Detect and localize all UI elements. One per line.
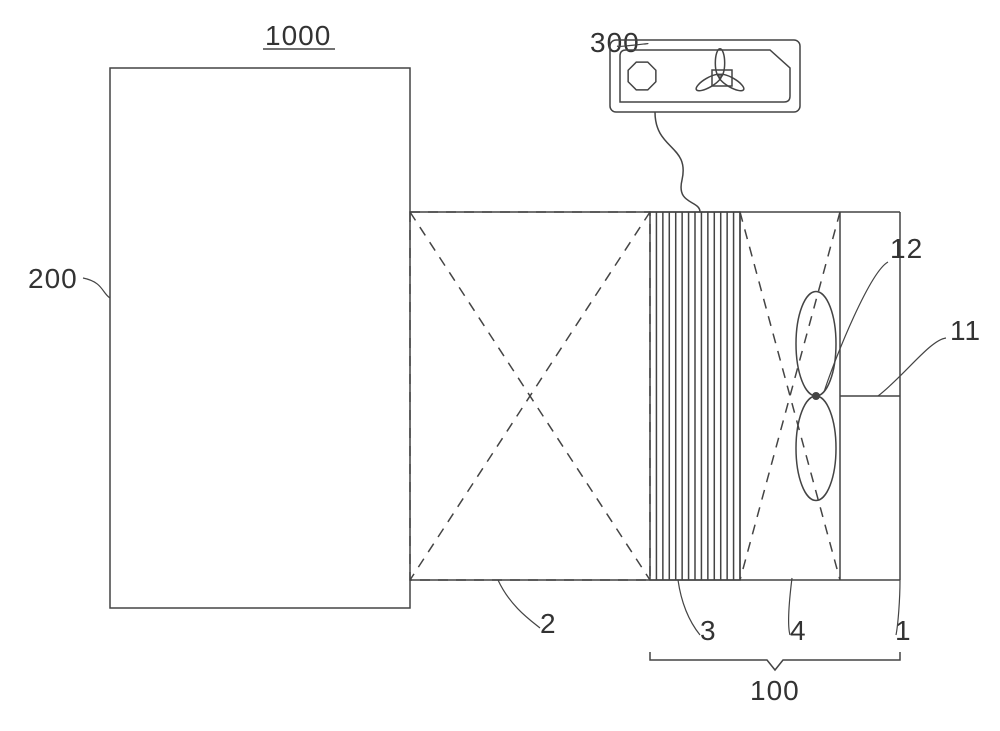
- svg-text:3: 3: [700, 615, 717, 646]
- svg-text:300: 300: [590, 27, 640, 58]
- svg-text:1000: 1000: [265, 20, 331, 51]
- svg-text:2: 2: [540, 608, 557, 639]
- svg-text:11: 11: [950, 315, 981, 346]
- svg-text:200: 200: [28, 263, 78, 294]
- svg-text:12: 12: [890, 233, 923, 264]
- svg-text:100: 100: [750, 675, 800, 706]
- svg-text:1: 1: [895, 615, 912, 646]
- svg-text:4: 4: [790, 615, 807, 646]
